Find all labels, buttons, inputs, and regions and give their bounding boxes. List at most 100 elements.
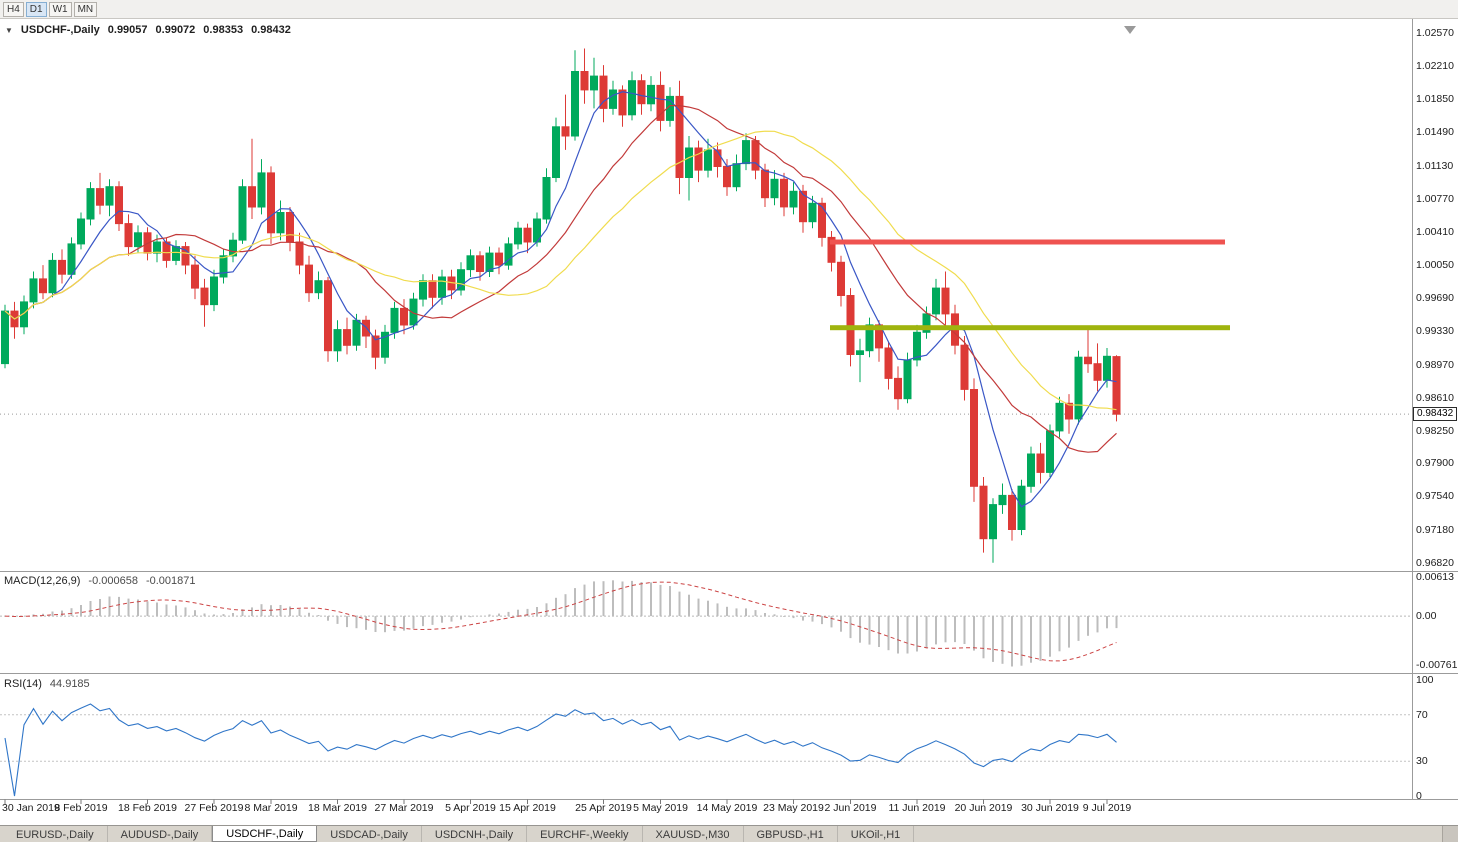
ma-line-24 <box>4 130 1117 411</box>
candle-body <box>371 335 380 358</box>
candle-body <box>276 212 285 234</box>
candle-body <box>628 80 636 116</box>
candle-body <box>29 278 38 303</box>
candle-body <box>704 149 712 171</box>
candle-body <box>305 264 313 294</box>
timeframe-button-mn[interactable]: MN <box>73 1 98 17</box>
candle-body <box>941 287 950 315</box>
rsi-line <box>4 703 1117 797</box>
candle-body <box>1112 356 1121 415</box>
candle-body <box>39 278 47 294</box>
candle-body <box>343 329 351 346</box>
ma-line-14 <box>4 104 1117 453</box>
candle-body <box>761 169 769 199</box>
candle-body <box>780 178 788 208</box>
candle-body <box>229 239 237 257</box>
candle-body <box>238 186 247 241</box>
candle-body <box>799 190 807 223</box>
candle-body <box>884 347 893 379</box>
candle-body <box>324 280 332 352</box>
candle-body <box>457 269 465 291</box>
candle-body <box>333 329 342 352</box>
candle-body <box>580 71 589 91</box>
candle-body <box>1074 356 1083 420</box>
candle-body <box>542 177 551 220</box>
candle-body <box>599 75 608 109</box>
candle-body <box>181 246 190 266</box>
candle-body <box>352 319 361 346</box>
candle-body <box>827 236 836 263</box>
candle-body <box>1065 402 1073 420</box>
candle-body <box>105 186 114 206</box>
candle-body <box>1036 453 1045 473</box>
candle-body <box>428 280 437 298</box>
candle-body <box>723 165 731 188</box>
candle-body <box>552 126 560 179</box>
candle-body <box>504 243 513 266</box>
candle-body <box>286 212 294 243</box>
candle-body <box>1008 494 1016 530</box>
candle-body <box>86 188 95 220</box>
chart-tab-ukoil[interactable]: UKOil-,H1 <box>838 826 915 842</box>
candle-body <box>656 84 665 121</box>
candle-body <box>561 126 570 137</box>
candle-body <box>913 331 921 361</box>
candle-body <box>846 295 855 355</box>
timeframe-button-h4[interactable]: H4 <box>3 1 24 17</box>
candle-body <box>48 259 57 294</box>
shift-marker-icon[interactable] <box>1124 26 1136 34</box>
chart-tab-usdchf[interactable]: USDCHF-,Daily <box>212 826 318 842</box>
candle-body <box>1046 430 1054 473</box>
window-corner-grip <box>1442 826 1458 842</box>
chart-tab-usdcad[interactable]: USDCAD-,Daily <box>317 826 422 842</box>
chart-tab-usdcnh[interactable]: USDCNH-,Daily <box>422 826 528 842</box>
timeframe-button-d1[interactable]: D1 <box>25 1 47 17</box>
candle-body <box>1027 453 1035 487</box>
candle-body <box>115 186 123 225</box>
ma-line-6 <box>4 91 1117 508</box>
candle-body <box>685 147 693 178</box>
candle-body <box>58 259 66 275</box>
candle-body <box>153 241 161 254</box>
candle-body <box>314 280 323 294</box>
chart-tab-gbpusd[interactable]: GBPUSD-,H1 <box>744 826 838 842</box>
candle-body <box>495 252 503 266</box>
timeframe-button-w1[interactable]: W1 <box>48 1 72 17</box>
candle-body <box>903 359 912 400</box>
candle-body <box>96 188 104 206</box>
candle-body <box>960 344 969 390</box>
candle-body <box>875 324 883 349</box>
candle-body <box>1 310 9 365</box>
candle-body <box>894 377 902 400</box>
candle-body <box>476 255 484 273</box>
timeframe-toolbar: H4 D1 W1 MN <box>0 0 1458 19</box>
candle-body <box>466 255 475 271</box>
candle-body <box>609 89 617 109</box>
candle-body <box>1055 402 1064 432</box>
candle-body <box>1103 355 1111 381</box>
candle-body <box>191 264 199 289</box>
candle-body <box>713 149 722 167</box>
chart-tab-eurchf[interactable]: EURCHF-,Weekly <box>527 826 643 842</box>
candle-body <box>485 252 494 273</box>
chart-tab-xauusd[interactable]: XAUUSD-,M30 <box>643 826 744 842</box>
candle-body <box>808 202 817 223</box>
chart-tab-audusd[interactable]: AUDUSD-,Daily <box>108 826 213 842</box>
candle-body <box>1093 363 1102 381</box>
chart-tab-eurusd[interactable]: EURUSD-,Daily <box>3 826 108 842</box>
candle-body <box>67 243 76 275</box>
candle-body <box>200 287 209 306</box>
candle-body <box>162 241 171 261</box>
candle-body <box>998 494 1007 506</box>
candle-body <box>770 178 779 199</box>
candle-body <box>523 227 532 243</box>
candle-body <box>590 75 598 91</box>
candle-body <box>267 172 275 234</box>
candle-body <box>248 186 256 208</box>
candle-body <box>637 80 646 105</box>
support-line[interactable] <box>830 325 1230 331</box>
resistance-line[interactable] <box>830 239 1225 245</box>
candle-body <box>618 89 627 116</box>
